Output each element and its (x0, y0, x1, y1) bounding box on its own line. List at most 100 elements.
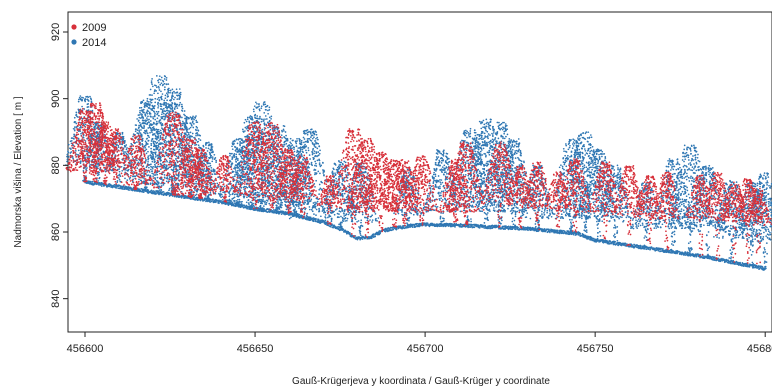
canopy-point-2014 (145, 131, 148, 133)
canopy-point-2014 (174, 96, 176, 99)
canopy-point-2014 (152, 85, 154, 88)
canopy-point-2014 (156, 122, 159, 125)
canopy-point-2014 (126, 147, 128, 149)
canopy-point-2014 (215, 161, 217, 164)
canopy-point-2014 (191, 124, 193, 127)
canopy-point-2014 (173, 149, 176, 152)
canopy-point-2014 (165, 165, 168, 168)
ground-point-2014 (131, 189, 134, 192)
canopy-point-2014 (186, 131, 189, 134)
canopy-point-2014 (151, 83, 153, 86)
canopy-point-2014 (80, 132, 82, 135)
ground-point-2014 (753, 266, 755, 269)
canopy-point-2014 (145, 138, 148, 140)
ground-point-2014 (505, 225, 507, 227)
canopy-point-2014 (75, 126, 78, 128)
canopy-point-2014 (134, 124, 137, 126)
ground-point-2014 (122, 188, 124, 190)
ground-point-2014 (753, 264, 756, 266)
canopy-point-2014 (165, 135, 167, 138)
canopy-point-2014 (147, 101, 150, 103)
canopy-point-2014 (166, 160, 168, 163)
canopy-point-2014 (157, 81, 160, 84)
canopy-point-2014 (145, 152, 148, 155)
canopy-point-2014 (144, 113, 146, 116)
canopy-point-2014 (165, 105, 168, 108)
ground-point-2014 (416, 225, 418, 228)
canopy-point-2014 (153, 161, 156, 164)
canopy-point-2014 (208, 151, 211, 154)
canopy-point-2014 (153, 92, 155, 95)
canopy-point-2014 (163, 110, 166, 112)
canopy-point-2014 (194, 194, 197, 197)
ground-point-2014 (387, 227, 389, 229)
canopy-point-2014 (209, 184, 212, 187)
canopy-point-2014 (157, 105, 160, 107)
ground-point-2014 (370, 237, 373, 239)
canopy-point-2014 (158, 89, 161, 91)
canopy-point-2014 (118, 170, 121, 173)
ground-point-2014 (245, 206, 247, 208)
canopy-point-2014 (195, 134, 197, 137)
canopy-point-2014 (143, 103, 146, 105)
canopy-point-2014 (186, 134, 189, 137)
canopy-point-2014 (149, 182, 152, 185)
canopy-point-2014 (71, 137, 74, 139)
ground-point-2014 (162, 190, 165, 193)
canopy-point-2014 (118, 174, 121, 177)
canopy-point-2014 (214, 192, 217, 195)
canopy-point-2014 (75, 113, 78, 116)
canopy-point-2014 (168, 123, 171, 126)
canopy-point-2014 (73, 137, 75, 140)
canopy-point-2014 (151, 137, 154, 140)
canopy-point-2014 (116, 143, 118, 146)
canopy-point-2014 (184, 181, 187, 184)
canopy-point-2014 (195, 119, 198, 122)
canopy-point-2014 (199, 134, 202, 137)
canopy-point-2014 (158, 148, 161, 151)
canopy-point-2014 (138, 124, 140, 127)
canopy-point-2014 (158, 78, 161, 81)
canopy-point-2014 (209, 164, 212, 167)
canopy-point-2014 (141, 100, 143, 103)
ground-point-2014 (580, 234, 583, 237)
canopy-point-2014 (73, 116, 76, 119)
canopy-point-2014 (175, 88, 178, 91)
canopy-point-2014 (73, 134, 76, 136)
ground-point-2014 (684, 251, 687, 254)
canopy-point-2014 (236, 159, 239, 162)
canopy-point-2014 (204, 187, 206, 190)
canopy-point-2014 (169, 107, 172, 110)
canopy-point-2014 (148, 166, 150, 169)
canopy-point-2014 (152, 105, 155, 108)
canopy-point-2014 (103, 164, 105, 167)
canopy-point-2014 (158, 99, 161, 102)
ground-point-2014 (91, 180, 94, 183)
canopy-point-2014 (166, 176, 169, 179)
canopy-point-2014 (153, 122, 155, 125)
canopy-point-2014 (163, 88, 166, 91)
canopy-point-2014 (148, 146, 150, 148)
canopy-point-2014 (152, 126, 155, 128)
ground-point-2014 (740, 263, 743, 266)
canopy-point-2014 (137, 133, 140, 135)
canopy-point-2014 (184, 136, 187, 138)
canopy-point-2014 (75, 111, 78, 114)
canopy-point-2014 (194, 144, 196, 146)
ground-point-2014 (488, 227, 490, 230)
canopy-point-2014 (161, 124, 164, 126)
canopy-point-2014 (87, 102, 90, 105)
canopy-point-2014 (169, 89, 172, 92)
ground-point-2014 (563, 230, 566, 233)
ground-point-2014 (202, 199, 205, 202)
canopy-point-2014 (118, 168, 121, 170)
canopy-point-2014 (157, 128, 160, 131)
canopy-point-2014 (165, 79, 168, 81)
ground-point-2014 (152, 190, 154, 193)
canopy-point-2014 (164, 137, 167, 140)
canopy-point-2014 (156, 86, 158, 89)
canopy-point-2014 (163, 173, 166, 176)
canopy-point-2014 (144, 122, 146, 125)
canopy-point-2014 (157, 85, 160, 88)
